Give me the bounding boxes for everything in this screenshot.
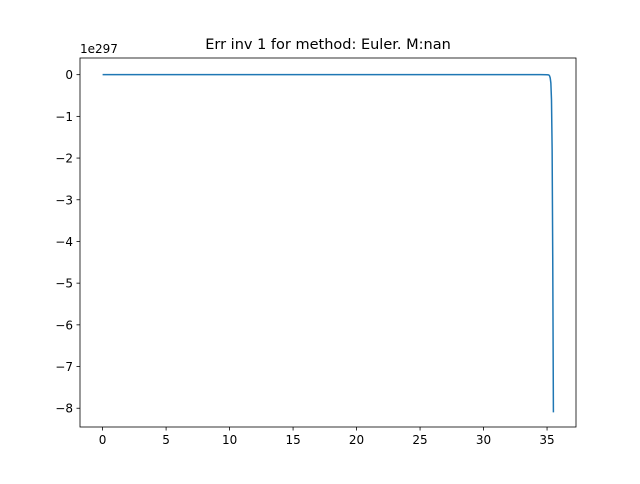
x-tick-label-0: 0 xyxy=(99,433,107,447)
series-line-0 xyxy=(102,73,555,413)
x-tick-label-5: 25 xyxy=(412,433,427,447)
x-tick-label-7: 35 xyxy=(539,433,554,447)
y-tick-label-2: −2 xyxy=(55,152,73,166)
plot-area: 0 5 10 15 20 25 30 35 0 −1 −2 −3 −4 −5 −6 −7 −8 xyxy=(55,57,577,447)
y-tick-label-0: 0 xyxy=(65,68,73,82)
x-tick-label-3: 15 xyxy=(285,433,300,447)
y-offset-label: 1e297 xyxy=(80,42,118,56)
y-tick-label-8: −8 xyxy=(55,402,73,416)
chart-title: Err inv 1 for method: Euler. M:nan xyxy=(205,37,451,53)
x-tick-label-1: 5 xyxy=(162,433,170,447)
x-tick-label-6: 30 xyxy=(476,433,491,447)
x-tick-label-4: 20 xyxy=(349,433,364,447)
x-tick-label-2: 10 xyxy=(222,433,237,447)
y-tick-label-4: −4 xyxy=(55,235,73,249)
y-tick-label-5: −5 xyxy=(55,277,73,291)
y-tick-label-6: −6 xyxy=(55,318,73,332)
y-tick-label-7: −7 xyxy=(55,360,73,374)
y-tick-label-1: −1 xyxy=(55,110,73,124)
axes-frame xyxy=(79,57,577,428)
y-tick-label-3: −3 xyxy=(55,193,73,207)
